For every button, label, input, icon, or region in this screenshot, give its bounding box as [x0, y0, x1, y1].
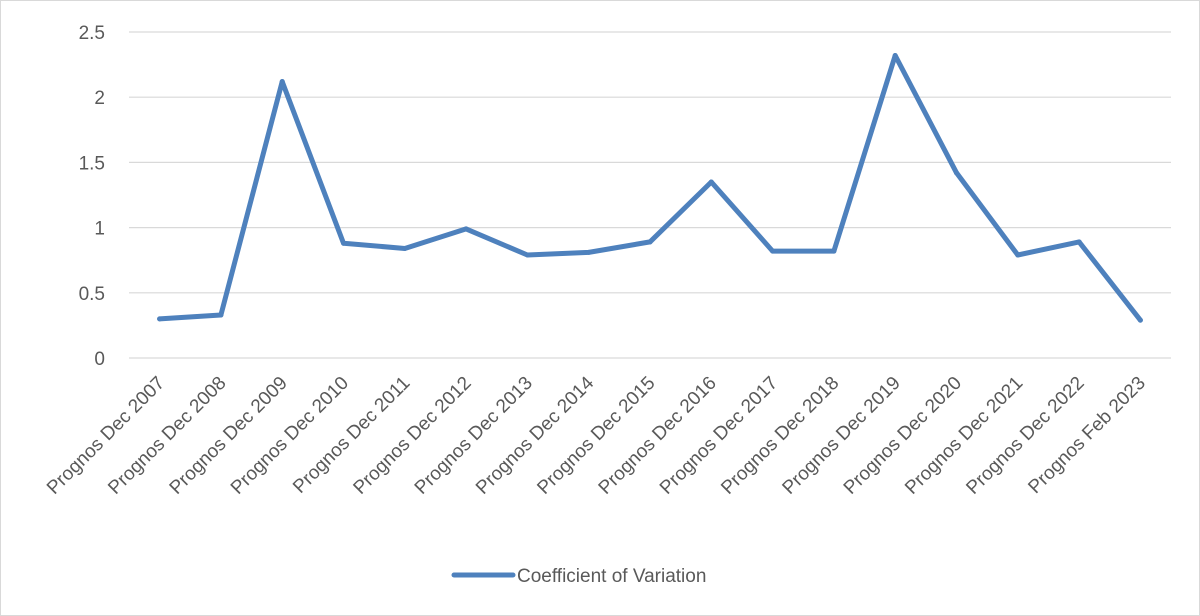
x-tick-label: Prognos Dec 2013	[411, 373, 537, 499]
data-point	[279, 79, 285, 85]
x-tick-label: Prognos Dec 2014	[472, 372, 598, 498]
x-tick-label: Prognos Dec 2017	[656, 373, 782, 499]
data-point	[524, 252, 530, 258]
data-point	[341, 240, 347, 246]
x-tick-label: Prognos Dec 2009	[166, 373, 292, 499]
data-point	[647, 239, 653, 245]
x-tick-label: Prognos Dec 2007	[43, 373, 169, 499]
data-point	[402, 245, 408, 251]
gridlines	[129, 31, 1171, 359]
data-point	[953, 170, 959, 176]
x-tick-label: Prognos Dec 2018	[717, 373, 843, 499]
y-tick-label: 2.5	[79, 23, 105, 44]
data-point	[708, 179, 714, 185]
x-tick-label: Prognos Dec 2011	[289, 373, 414, 498]
x-tick-label: Prognos Dec 2016	[595, 373, 721, 499]
x-tick-label: Prognos Dec 2010	[227, 373, 353, 499]
x-tick-label: Prognos Dec 2019	[779, 373, 905, 499]
y-tick-label: 1	[94, 219, 105, 240]
x-tick-label: Prognos Dec 2012	[350, 373, 476, 499]
y-tick-label: 0	[94, 349, 105, 370]
data-point	[586, 249, 592, 255]
x-tick-label: Prognos Dec 2008	[104, 373, 230, 499]
x-tick-label: Prognos Dec 2020	[840, 373, 966, 499]
data-point	[218, 312, 224, 318]
data-point	[1015, 252, 1021, 258]
y-tick-label: 1.5	[79, 153, 105, 174]
data-point	[770, 248, 776, 254]
series-layer	[157, 52, 1143, 323]
data-point	[157, 316, 163, 322]
data-point	[1076, 239, 1082, 245]
y-tick-label: 2	[94, 88, 105, 109]
x-tick-label: Prognos Feb 2023	[1024, 373, 1149, 498]
series-line	[157, 53, 1143, 323]
x-tick-label: Prognos Dec 2015	[533, 373, 659, 499]
x-tick-label: Prognos Dec 2022	[962, 373, 1088, 499]
legend-label: Coefficient of Variation	[517, 566, 706, 587]
x-tick-label: Prognos Dec 2021	[901, 373, 1027, 499]
data-point	[1137, 317, 1143, 323]
data-point	[892, 52, 898, 58]
data-point	[831, 248, 837, 254]
y-axis-tick-labels: 0 0.5 1 1.5 2 2.5	[79, 23, 105, 370]
legend: Coefficient of Variation	[451, 566, 706, 587]
data-point	[463, 226, 469, 232]
y-tick-label: 0.5	[79, 284, 105, 305]
